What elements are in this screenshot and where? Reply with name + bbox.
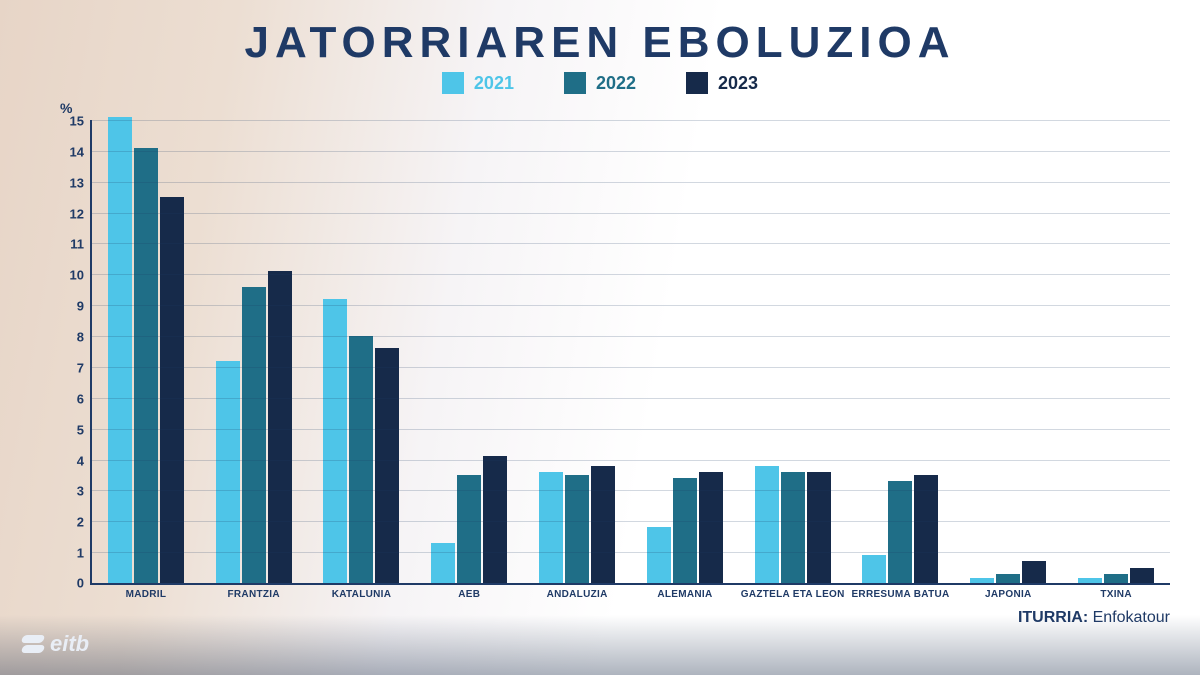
ytick-label: 9 bbox=[77, 299, 92, 314]
gridline: 2 bbox=[92, 521, 1170, 522]
category-group: TXINA bbox=[1062, 120, 1170, 583]
legend-label-2023: 2023 bbox=[718, 73, 758, 94]
gridline: 14 bbox=[92, 151, 1170, 152]
ytick-label: 14 bbox=[70, 144, 92, 159]
legend-item-2022: 2022 bbox=[564, 72, 636, 94]
gridline: 7 bbox=[92, 367, 1170, 368]
legend-swatch-2023 bbox=[686, 72, 708, 94]
source-credit: ITURRIA: Enfokatour bbox=[1018, 609, 1170, 627]
gridline: 8 bbox=[92, 336, 1170, 337]
category-group: MADRIL bbox=[92, 120, 200, 583]
gridline: 4 bbox=[92, 460, 1170, 461]
source-label: ITURRIA: bbox=[1018, 609, 1088, 626]
legend-swatch-2021 bbox=[442, 72, 464, 94]
legend-label-2021: 2021 bbox=[474, 73, 514, 94]
gridline: 12 bbox=[92, 213, 1170, 214]
plot-area: MADRILFRANTZIAKATALUNIAAEBANDALUZIAALEMA… bbox=[90, 120, 1170, 585]
bar bbox=[755, 466, 779, 583]
ytick-label: 10 bbox=[70, 268, 92, 283]
bar bbox=[781, 472, 805, 583]
bar bbox=[483, 456, 507, 583]
gridline: 6 bbox=[92, 398, 1170, 399]
bar bbox=[996, 574, 1020, 583]
bar bbox=[647, 527, 671, 583]
category-group: JAPONIA bbox=[954, 120, 1062, 583]
gridline: 10 bbox=[92, 274, 1170, 275]
bar bbox=[673, 478, 697, 583]
ytick-label: 13 bbox=[70, 175, 92, 190]
ytick-label: 6 bbox=[77, 391, 92, 406]
bar bbox=[807, 472, 831, 583]
category-label: TXINA bbox=[1041, 589, 1192, 601]
bar bbox=[1022, 561, 1046, 583]
gridline: 11 bbox=[92, 243, 1170, 244]
chart-stage: JATORRIAREN EBOLUZIOA 2021 2022 2023 % M… bbox=[0, 0, 1200, 675]
legend-item-2021: 2021 bbox=[442, 72, 514, 94]
gridline: 15 bbox=[92, 120, 1170, 121]
bar bbox=[888, 481, 912, 583]
category-group: ANDALUZIA bbox=[523, 120, 631, 583]
bar bbox=[1078, 578, 1102, 583]
ytick-label: 15 bbox=[70, 114, 92, 129]
bar bbox=[268, 271, 292, 583]
bar bbox=[216, 361, 240, 583]
legend-item-2023: 2023 bbox=[686, 72, 758, 94]
category-group: ERRESUMA BATUA bbox=[847, 120, 955, 583]
bar bbox=[375, 348, 399, 583]
bar bbox=[242, 287, 266, 583]
eitb-logo-icon bbox=[22, 633, 44, 655]
bar bbox=[862, 555, 886, 583]
ytick-label: 12 bbox=[70, 206, 92, 221]
bar bbox=[160, 197, 184, 583]
bar bbox=[970, 578, 994, 583]
category-group: AEB bbox=[415, 120, 523, 583]
bar bbox=[699, 472, 723, 583]
ytick-label: 11 bbox=[70, 237, 92, 252]
ytick-label: 2 bbox=[77, 515, 92, 530]
category-group: KATALUNIA bbox=[308, 120, 416, 583]
eitb-logo-text: eitb bbox=[50, 631, 89, 657]
gridline: 1 bbox=[92, 552, 1170, 553]
ytick-label: 1 bbox=[77, 546, 92, 561]
ytick-label: 3 bbox=[77, 484, 92, 499]
ytick-label: 4 bbox=[77, 453, 92, 468]
gridline: 13 bbox=[92, 182, 1170, 183]
bars-layer: MADRILFRANTZIAKATALUNIAAEBANDALUZIAALEMA… bbox=[92, 120, 1170, 583]
gridline: 9 bbox=[92, 305, 1170, 306]
gridline: 3 bbox=[92, 490, 1170, 491]
gridline: 5 bbox=[92, 429, 1170, 430]
category-group: GAZTELA ETA LEON bbox=[739, 120, 847, 583]
ytick-label: 5 bbox=[77, 422, 92, 437]
bar bbox=[323, 299, 347, 583]
legend: 2021 2022 2023 bbox=[0, 72, 1200, 94]
ytick-label: 8 bbox=[77, 330, 92, 345]
bar bbox=[1130, 568, 1154, 583]
chart-title: JATORRIAREN EBOLUZIOA bbox=[0, 18, 1200, 68]
bar bbox=[539, 472, 563, 583]
bar bbox=[108, 117, 132, 583]
bar bbox=[1104, 574, 1128, 583]
ytick-label: 7 bbox=[77, 360, 92, 375]
category-group: FRANTZIA bbox=[200, 120, 308, 583]
legend-label-2022: 2022 bbox=[596, 73, 636, 94]
eitb-logo: eitb bbox=[22, 631, 89, 657]
bar bbox=[591, 466, 615, 583]
category-group: ALEMANIA bbox=[631, 120, 739, 583]
bar bbox=[431, 543, 455, 583]
legend-swatch-2022 bbox=[564, 72, 586, 94]
source-value: Enfokatour bbox=[1093, 609, 1170, 626]
ytick-label: 0 bbox=[77, 576, 92, 591]
